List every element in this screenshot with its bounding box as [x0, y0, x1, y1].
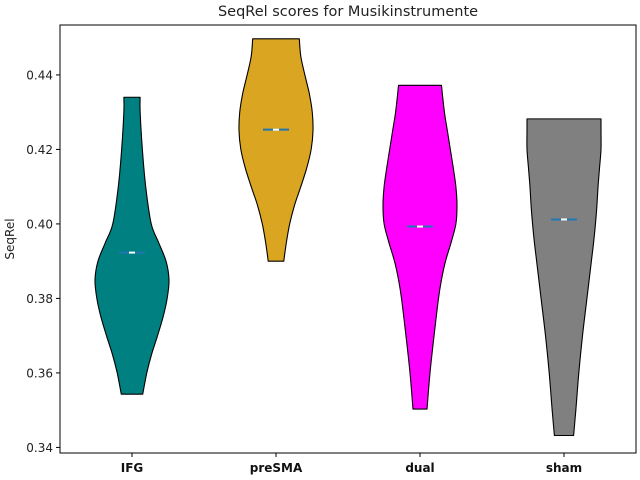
y-tick-label: 0.34: [26, 441, 53, 455]
y-axis-label: SeqRel: [3, 218, 17, 259]
y-tick-label: 0.44: [26, 68, 53, 82]
plot-frame: [59, 24, 637, 454]
x-axis: IFG preSMA dual sham: [121, 453, 582, 475]
violin-body-IFG: [94, 96, 170, 395]
y-tick-label: 0.40: [26, 217, 53, 231]
violin-body-sham: [526, 118, 602, 437]
violin-body-preSMA: [238, 38, 314, 262]
y-tick-label: 0.36: [26, 366, 53, 380]
x-tick-label-sham: sham: [546, 461, 582, 475]
x-tick-label-IFG: IFG: [121, 461, 144, 475]
violin-body-dual: [382, 84, 458, 410]
violin-group: [94, 38, 602, 437]
y-tick-label: 0.38: [26, 292, 53, 306]
chart-title: SeqRel scores for Musikinstrumente: [218, 4, 478, 20]
y-axis: 0.34 0.36 0.38 0.40 0.42 0.44: [26, 68, 60, 455]
x-tick-label-dual: dual: [405, 461, 434, 475]
y-tick-label: 0.42: [26, 143, 53, 157]
x-tick-label-preSMA: preSMA: [250, 461, 303, 475]
